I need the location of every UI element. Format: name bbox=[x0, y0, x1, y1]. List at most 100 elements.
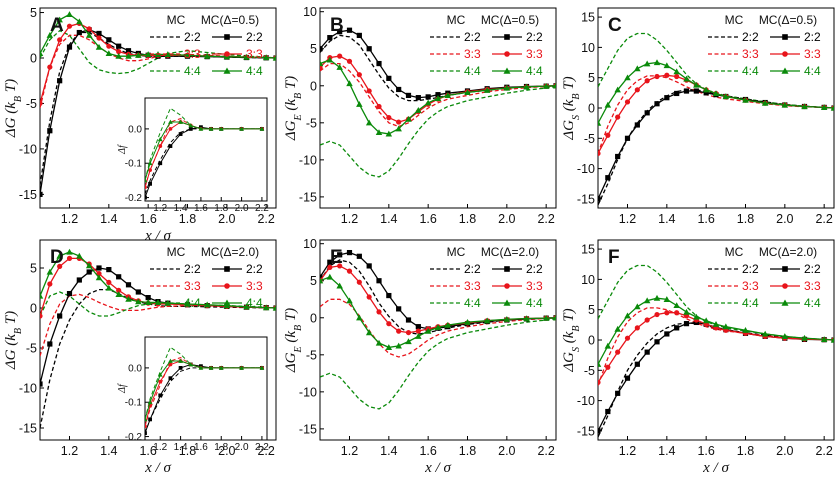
panel-f-series-4-4-mc-delta-line bbox=[598, 297, 834, 365]
panel-c-series-4-4-point bbox=[742, 96, 749, 103]
legend-label-mc-delta: 2:2 bbox=[526, 262, 543, 276]
panel-a-series-3-3-point bbox=[116, 49, 122, 55]
panel-d-series-4-4-point bbox=[95, 274, 103, 281]
panel-b-legend: MC MC(Δ=0.5)2:2 2:23:3 3:34:4 4:4 bbox=[430, 13, 543, 78]
panel-e-series-2-2-point bbox=[396, 306, 402, 312]
panel-f-series-3-3-point bbox=[644, 317, 650, 323]
panel-e-series-2-2-point bbox=[376, 278, 382, 284]
panel-e-xlabel: x / σ bbox=[424, 460, 451, 476]
panel-e-series-4-4-point bbox=[552, 314, 556, 321]
panel-b-series-4-4-point bbox=[444, 92, 452, 99]
panel-f-series-2-2-point bbox=[683, 321, 690, 327]
panel-f-xtick-label: 1.2 bbox=[619, 444, 636, 458]
legend-header-mc-delta: MC(Δ=0.5) bbox=[201, 13, 259, 27]
ylabel-part: B bbox=[13, 96, 24, 102]
panel-d-series-3-3-point bbox=[47, 281, 53, 287]
panel-b-ytick-label: 5 bbox=[310, 42, 317, 56]
panel-f-series-3-3-point bbox=[605, 364, 611, 370]
panel-e-series-4-4-point bbox=[464, 318, 471, 325]
panel-a-inset-series-4-4-point bbox=[259, 126, 265, 131]
panel-b-series-4-4-point bbox=[395, 125, 402, 132]
panel-c-series-4-4-point bbox=[663, 62, 671, 69]
panel-c-ytick-label: -15 bbox=[577, 192, 595, 206]
panel-f-series-2-2-point bbox=[598, 428, 601, 434]
legend-label-mc: 3:3 bbox=[464, 279, 481, 293]
panel-e-series-2-2-point bbox=[320, 274, 323, 280]
panel-d-series-4-4-point bbox=[85, 262, 93, 269]
panel-a-series-2-2-point bbox=[66, 44, 73, 50]
panel-a-series-3-3-point bbox=[106, 43, 112, 49]
panel-d-series-2-2-point bbox=[40, 381, 43, 387]
panel-d-series-2-2-point bbox=[96, 265, 102, 271]
panel-c-series-3-3-point bbox=[664, 72, 670, 78]
panel-d-series-3-3-point bbox=[106, 279, 112, 285]
ylabel-part: (k bbox=[283, 99, 299, 115]
panel-d-series-3-3-point bbox=[116, 287, 122, 293]
legend-header-mc: MC bbox=[167, 13, 186, 27]
panel-c-series-4-4-point bbox=[634, 65, 641, 72]
panel-c-series-2-2-mc-delta-line bbox=[598, 90, 834, 200]
panel-c-series-4-4-point bbox=[830, 104, 834, 111]
panel-e-series-4-4-point bbox=[356, 314, 363, 321]
panel-a-label: A bbox=[50, 15, 64, 36]
panel-c-series-group bbox=[598, 32, 834, 206]
panel-b-series-4-4-mc-line bbox=[320, 85, 556, 178]
panel-a-series-2-2-point bbox=[116, 43, 122, 49]
panel-e-series-4-4-mc-delta-line bbox=[320, 276, 556, 349]
panel-f-series-4-4-point bbox=[693, 313, 700, 320]
panel-d-inset-ytick-label: -0.2 bbox=[125, 432, 143, 443]
panel-d-series-3-3-point bbox=[66, 255, 73, 261]
panel-e-series-group bbox=[320, 249, 556, 410]
panel-f-ytick-label: -5 bbox=[584, 364, 595, 378]
panel-b-series-2-2-point bbox=[356, 32, 362, 39]
panel-c-series-4-4-mc-delta-line bbox=[598, 61, 834, 124]
panel-a-series-4-4-point bbox=[203, 52, 211, 59]
panel-c-ytick-label: 5 bbox=[588, 71, 595, 85]
panel-f-series-2-2-point bbox=[624, 375, 631, 381]
panel-e-series-4-4-point bbox=[523, 315, 530, 322]
panel-e-series-3-3-point bbox=[356, 279, 362, 285]
panel-b-series-2-2-point bbox=[320, 46, 323, 52]
panel-d-series-4-4-point bbox=[125, 295, 132, 302]
legend-header-mc: MC bbox=[447, 13, 466, 27]
panel-d-series-4-4-mc-line bbox=[40, 291, 276, 317]
panel-d-series-2-2-point bbox=[66, 291, 73, 297]
panel-c-series-4-4-point bbox=[781, 101, 789, 108]
panel-a-legend: MC MC(Δ=0.5)2:2 2:23:3 3:34:4 4:4 bbox=[150, 13, 263, 78]
ylabel-part: E bbox=[293, 114, 304, 121]
ylabel-part: T) bbox=[561, 308, 577, 325]
panel-a-xtick-label: 2.2 bbox=[257, 212, 274, 226]
panel-d-inset-xtick-label: 1.6 bbox=[194, 442, 208, 453]
panel-c-ytick-label: 0 bbox=[588, 102, 595, 116]
panel-e-series-3-3-point bbox=[346, 268, 353, 274]
panel-c-series-2-2-point bbox=[693, 88, 699, 94]
panel-a-inset-series-group bbox=[145, 107, 265, 200]
panel-f-series-3-3-point bbox=[674, 310, 680, 316]
panel-a-inset: 1.2 1.4 1.6 1.8 2.0 2.2 -0.2 -0.1 0.0Δf bbox=[117, 97, 269, 214]
panel-d-series-2-2-point bbox=[135, 289, 141, 295]
panel-f-series-4-4-point bbox=[604, 342, 612, 349]
legend-label-mc: 3:3 bbox=[184, 47, 201, 61]
panel-f-series-4-4-point bbox=[722, 323, 730, 330]
panel-a-inset-xtick-label: 2.0 bbox=[235, 203, 249, 214]
panel-b-series-2-2-point bbox=[346, 27, 353, 33]
legend-label-mc: 2:2 bbox=[742, 262, 759, 276]
ylabel-part: T) bbox=[283, 76, 299, 93]
panel-b-series-4-4-point bbox=[375, 129, 383, 136]
panel-c-series-4-4-point bbox=[683, 75, 690, 82]
panel-a-inset-series-4-4-point bbox=[145, 178, 148, 183]
panel-f-xtick-label: 2.2 bbox=[815, 444, 832, 458]
panel-d-xtick-label: 2.2 bbox=[257, 444, 274, 458]
panel-e-series-2-2-point bbox=[327, 259, 333, 265]
panel-b-series-4-4-point bbox=[385, 130, 393, 137]
panel-a-series-group bbox=[40, 11, 276, 197]
panel-a-inset-ylabel: Δf bbox=[117, 144, 128, 155]
panel-c: 1.2 1.4 1.6 1.8 2.0 2.2 -15 -10 -5 0 5 10 15 C ΔGS (kB… bbox=[561, 7, 835, 226]
panel-d-inset-series-2-2-point bbox=[178, 366, 183, 370]
panel-d-inset-ytick-label: 0.0 bbox=[128, 363, 142, 374]
legend-label-mc-delta: 2:2 bbox=[246, 30, 263, 44]
panel-c-xtick-label: 2.0 bbox=[776, 212, 793, 226]
panel-c-legend: MC MC(Δ=0.5)2:2 2:23:3 3:34:4 4:4 bbox=[708, 13, 821, 78]
